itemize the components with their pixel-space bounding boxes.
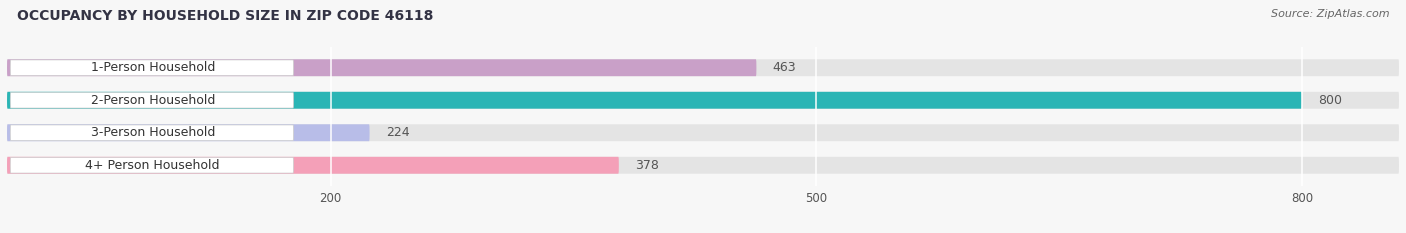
FancyBboxPatch shape <box>7 124 370 141</box>
Text: Source: ZipAtlas.com: Source: ZipAtlas.com <box>1271 9 1389 19</box>
Text: 1-Person Household: 1-Person Household <box>90 61 215 74</box>
FancyBboxPatch shape <box>10 125 294 140</box>
FancyBboxPatch shape <box>7 59 1399 76</box>
FancyBboxPatch shape <box>10 93 294 108</box>
Text: 2-Person Household: 2-Person Household <box>90 94 215 107</box>
Text: OCCUPANCY BY HOUSEHOLD SIZE IN ZIP CODE 46118: OCCUPANCY BY HOUSEHOLD SIZE IN ZIP CODE … <box>17 9 433 23</box>
Text: 4+ Person Household: 4+ Person Household <box>86 159 219 172</box>
Text: 378: 378 <box>636 159 659 172</box>
Text: 800: 800 <box>1317 94 1343 107</box>
FancyBboxPatch shape <box>10 60 294 75</box>
FancyBboxPatch shape <box>7 59 756 76</box>
Text: 224: 224 <box>385 126 409 139</box>
Text: 3-Person Household: 3-Person Household <box>90 126 215 139</box>
FancyBboxPatch shape <box>7 92 1302 109</box>
Text: 463: 463 <box>773 61 796 74</box>
FancyBboxPatch shape <box>7 157 1399 174</box>
FancyBboxPatch shape <box>7 92 1399 109</box>
FancyBboxPatch shape <box>7 124 1399 141</box>
FancyBboxPatch shape <box>7 157 619 174</box>
FancyBboxPatch shape <box>10 158 294 173</box>
